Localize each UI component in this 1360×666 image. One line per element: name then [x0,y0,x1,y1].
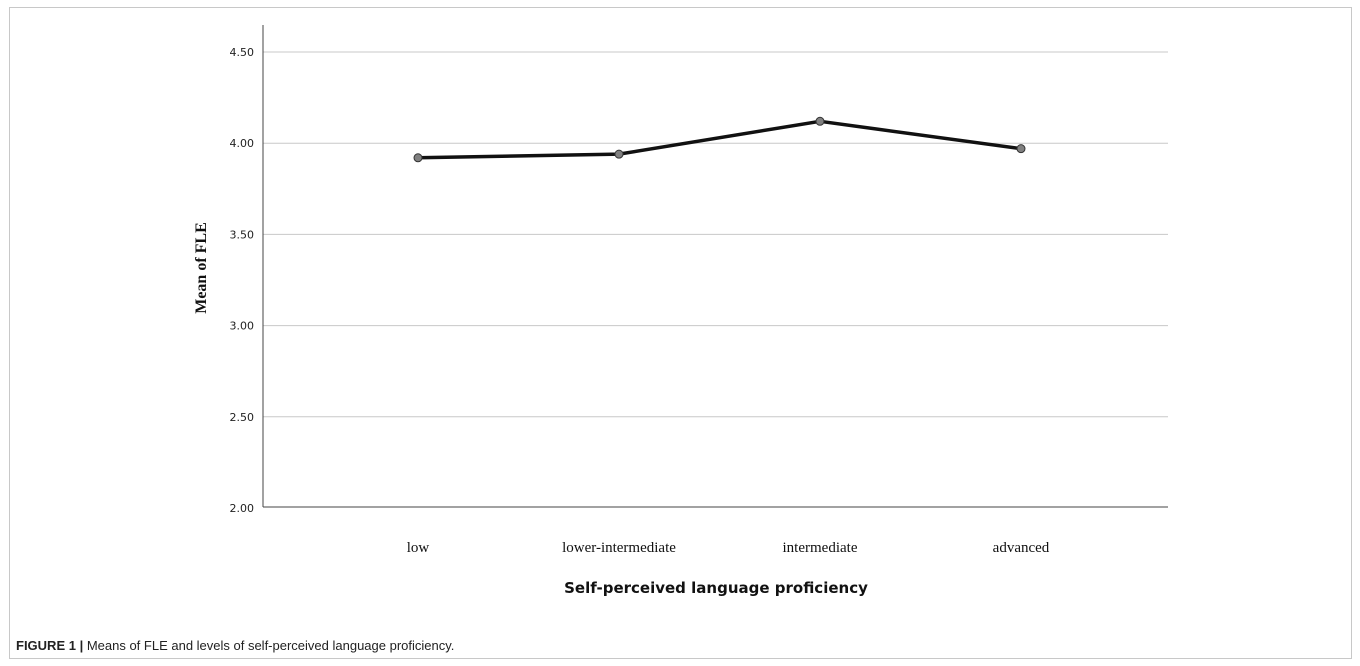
series-group [413,116,1026,163]
series-line [417,119,1022,160]
y-tick-label: 3.50 [230,228,255,241]
x-tick-label: intermediate [783,540,858,556]
y-tick-labels: 2.00 2.50 3.00 3.50 4.00 4.50 [230,46,255,515]
y-tick-label: 2.00 [230,502,255,515]
gridlines [263,51,1168,418]
x-tick-label: lower-intermediate [562,540,676,556]
caption-text: Means of FLE and levels of self-perceive… [83,638,455,653]
figure-number: FIGURE 1 | [16,638,84,653]
y-tick-label: 2.50 [230,411,255,424]
data-point [1016,144,1026,154]
x-axis-label: Self-perceived language proficiency [564,579,868,597]
x-tick-label: low [407,540,430,556]
y-axis-label: Mean of FLE [193,222,210,314]
data-point [614,149,624,159]
figure-caption: FIGURE 1 | Means of FLE and levels of se… [16,638,454,653]
axes [262,25,1168,508]
x-tick-label: advanced [993,540,1050,556]
data-point [815,116,825,126]
data-point [413,153,423,163]
y-tick-label: 4.50 [230,46,255,59]
x-tick-labels: low lower-intermediate intermediate advance… [407,540,1050,556]
line-chart: 2.00 2.50 3.00 3.50 4.00 4.50 low lower-interm… [193,25,1168,597]
figure-frame [9,7,1352,659]
y-tick-label: 4.00 [230,137,255,150]
y-tick-label: 3.00 [230,320,255,333]
